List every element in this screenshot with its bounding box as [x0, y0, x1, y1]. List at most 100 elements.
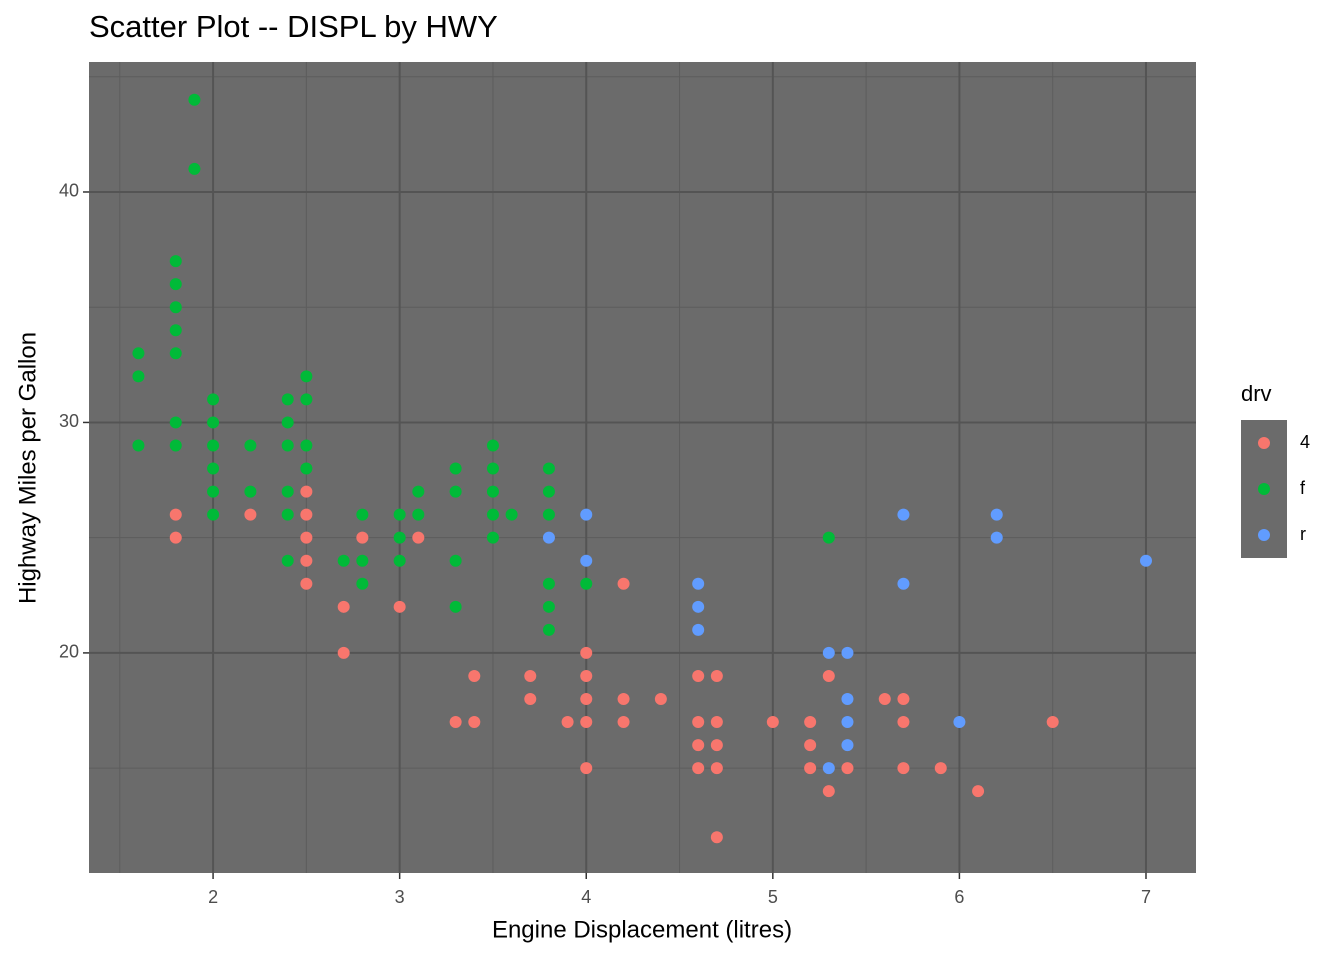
point: [710, 669, 723, 682]
point: [822, 646, 835, 659]
point: [281, 416, 294, 429]
point: [412, 531, 425, 544]
point: [897, 577, 910, 590]
point: [897, 508, 910, 521]
point: [300, 485, 313, 498]
point: [169, 255, 182, 268]
point: [654, 693, 667, 706]
point: [244, 439, 257, 452]
x-tick-label: 5: [768, 887, 778, 907]
point: [244, 485, 257, 498]
point: [486, 508, 499, 521]
point: [822, 762, 835, 775]
point: [300, 439, 313, 452]
point: [356, 508, 369, 521]
y-axis-title: Highway Miles per Gallon: [14, 332, 41, 604]
point: [393, 531, 406, 544]
point: [692, 716, 705, 729]
point: [281, 508, 294, 521]
point: [207, 508, 220, 521]
point: [841, 716, 854, 729]
point: [412, 508, 425, 521]
point: [281, 554, 294, 567]
point: [542, 623, 555, 636]
point: [617, 716, 630, 729]
point: [897, 693, 910, 706]
point: [132, 439, 145, 452]
point: [542, 508, 555, 521]
point: [505, 508, 518, 521]
point: [972, 785, 985, 798]
plot-panel: [89, 62, 1196, 873]
point: [412, 485, 425, 498]
point: [766, 716, 779, 729]
point: [300, 370, 313, 383]
point: [710, 739, 723, 752]
point: [580, 669, 593, 682]
chart-title: Scatter Plot -- DISPL by HWY: [89, 9, 498, 44]
point: [710, 716, 723, 729]
point: [281, 485, 294, 498]
legend-marker: [1258, 529, 1270, 541]
point: [244, 508, 257, 521]
point: [281, 393, 294, 406]
point: [897, 762, 910, 775]
point: [337, 554, 350, 567]
point: [300, 577, 313, 590]
legend-marker: [1258, 437, 1270, 449]
point: [300, 531, 313, 544]
point: [710, 762, 723, 775]
legend-title: drv: [1241, 381, 1272, 406]
point: [580, 554, 593, 567]
point: [169, 278, 182, 291]
point: [169, 531, 182, 544]
y-tick-label: 30: [59, 411, 79, 431]
point: [897, 716, 910, 729]
point: [692, 739, 705, 752]
point: [1046, 716, 1059, 729]
point: [300, 393, 313, 406]
point: [542, 485, 555, 498]
legend-marker: [1258, 483, 1270, 495]
point: [486, 439, 499, 452]
point: [841, 762, 854, 775]
point: [207, 485, 220, 498]
point: [169, 416, 182, 429]
point: [692, 669, 705, 682]
point: [207, 462, 220, 475]
point: [692, 762, 705, 775]
point: [449, 462, 462, 475]
x-axis-title: Engine Displacement (litres): [492, 916, 792, 943]
point: [990, 508, 1003, 521]
point: [1139, 554, 1152, 567]
x-tick-label: 3: [395, 887, 405, 907]
point: [580, 716, 593, 729]
point: [169, 324, 182, 337]
point: [692, 577, 705, 590]
point: [468, 669, 481, 682]
point: [207, 439, 220, 452]
point: [542, 462, 555, 475]
legend-label: r: [1300, 524, 1306, 544]
point: [580, 762, 593, 775]
point: [822, 531, 835, 544]
point: [542, 600, 555, 613]
point: [449, 600, 462, 613]
point: [841, 693, 854, 706]
point: [580, 646, 593, 659]
point: [169, 508, 182, 521]
y-tick-label: 20: [59, 642, 79, 662]
point: [692, 623, 705, 636]
point: [300, 462, 313, 475]
point: [990, 531, 1003, 544]
x-tick-label: 7: [1141, 887, 1151, 907]
point: [822, 785, 835, 798]
point: [300, 554, 313, 567]
point: [580, 693, 593, 706]
point: [953, 716, 966, 729]
point: [804, 739, 817, 752]
point: [132, 370, 145, 383]
point: [710, 831, 723, 844]
